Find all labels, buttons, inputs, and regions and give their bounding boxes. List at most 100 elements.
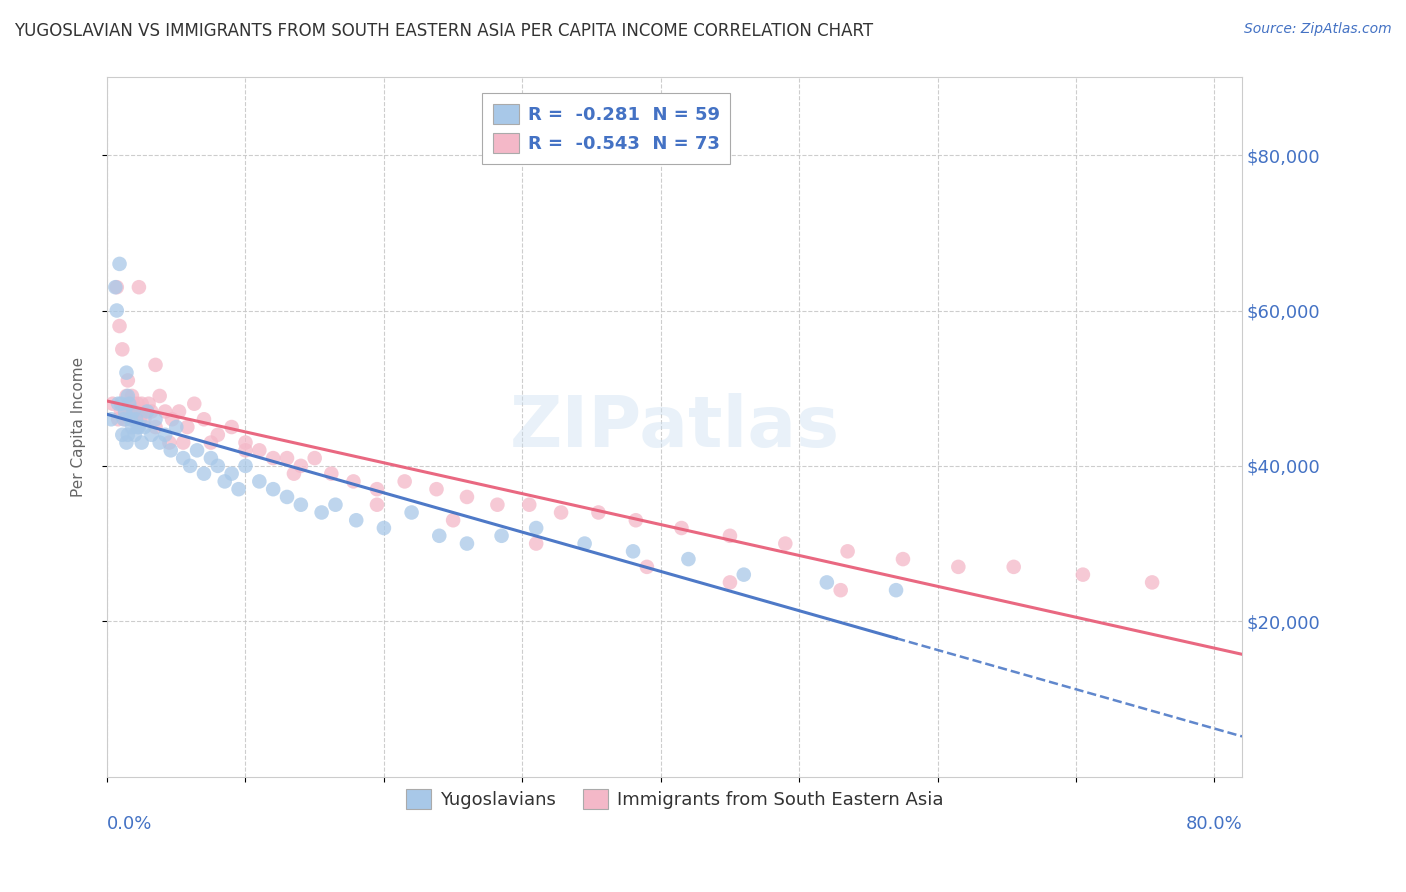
Point xyxy=(321,467,343,481)
Point xyxy=(891,552,914,566)
Point xyxy=(120,412,142,426)
Point xyxy=(127,397,149,411)
Point xyxy=(183,397,205,411)
Point xyxy=(524,536,547,550)
Point xyxy=(115,389,138,403)
Point xyxy=(176,420,198,434)
Point xyxy=(207,427,229,442)
Point xyxy=(524,521,547,535)
Point xyxy=(117,389,139,403)
Point xyxy=(344,513,367,527)
Point xyxy=(115,366,138,380)
Point xyxy=(122,397,145,411)
Point xyxy=(155,427,177,442)
Point xyxy=(125,404,148,418)
Point xyxy=(283,467,305,481)
Point xyxy=(221,467,243,481)
Point xyxy=(121,389,143,403)
Point xyxy=(441,513,464,527)
Point xyxy=(235,435,257,450)
Point xyxy=(733,567,755,582)
Point xyxy=(247,475,270,489)
Point xyxy=(122,404,145,418)
Point xyxy=(671,521,693,535)
Point xyxy=(127,420,149,434)
Point xyxy=(325,498,347,512)
Point xyxy=(131,435,153,450)
Point xyxy=(193,467,215,481)
Point xyxy=(145,412,167,426)
Point xyxy=(110,397,132,411)
Point xyxy=(121,420,143,434)
Point xyxy=(815,575,838,590)
Point xyxy=(775,536,797,550)
Text: YUGOSLAVIAN VS IMMIGRANTS FROM SOUTH EASTERN ASIA PER CAPITA INCOME CORRELATION : YUGOSLAVIAN VS IMMIGRANTS FROM SOUTH EAS… xyxy=(14,22,873,40)
Point xyxy=(491,529,513,543)
Point xyxy=(128,420,150,434)
Point xyxy=(134,412,156,426)
Point xyxy=(157,435,180,450)
Point xyxy=(830,583,852,598)
Point xyxy=(394,475,416,489)
Point xyxy=(124,427,146,442)
Point xyxy=(120,404,142,418)
Point xyxy=(200,451,222,466)
Point xyxy=(121,397,143,411)
Point xyxy=(167,404,190,418)
Text: ZIPatlas: ZIPatlas xyxy=(509,392,839,461)
Point xyxy=(100,412,122,426)
Point xyxy=(207,458,229,473)
Point xyxy=(105,303,128,318)
Point xyxy=(262,451,284,466)
Point xyxy=(235,443,257,458)
Point xyxy=(127,404,149,418)
Point xyxy=(138,397,160,411)
Legend: Yugoslavians, Immigrants from South Eastern Asia: Yugoslavians, Immigrants from South East… xyxy=(398,782,950,816)
Point xyxy=(550,506,572,520)
Point xyxy=(427,529,450,543)
Point xyxy=(125,412,148,426)
Point xyxy=(456,536,478,550)
Point xyxy=(118,397,141,411)
Point xyxy=(276,490,298,504)
Point xyxy=(165,420,187,434)
Y-axis label: Per Capita Income: Per Capita Income xyxy=(72,357,86,497)
Point xyxy=(588,506,610,520)
Point xyxy=(155,404,177,418)
Point xyxy=(145,358,167,372)
Point xyxy=(621,544,644,558)
Point xyxy=(112,412,135,426)
Point xyxy=(884,583,907,598)
Point xyxy=(141,427,163,442)
Point xyxy=(128,280,150,294)
Point xyxy=(117,373,139,387)
Point xyxy=(114,412,136,426)
Point xyxy=(718,575,741,590)
Point xyxy=(373,521,395,535)
Text: 0.0%: 0.0% xyxy=(107,815,152,833)
Point xyxy=(179,458,201,473)
Point xyxy=(200,435,222,450)
Point xyxy=(276,451,298,466)
Point xyxy=(718,529,741,543)
Point xyxy=(311,506,333,520)
Point xyxy=(228,482,250,496)
Point xyxy=(366,482,388,496)
Point xyxy=(117,427,139,442)
Point xyxy=(129,412,152,426)
Point xyxy=(1140,575,1163,590)
Point xyxy=(401,506,423,520)
Point xyxy=(624,513,647,527)
Point xyxy=(108,257,131,271)
Point xyxy=(172,435,194,450)
Point xyxy=(574,536,596,550)
Point xyxy=(104,280,127,294)
Point xyxy=(159,443,181,458)
Point xyxy=(114,404,136,418)
Point xyxy=(1071,567,1094,582)
Point xyxy=(149,435,172,450)
Point xyxy=(304,451,326,466)
Point xyxy=(172,451,194,466)
Point xyxy=(247,443,270,458)
Point xyxy=(221,420,243,434)
